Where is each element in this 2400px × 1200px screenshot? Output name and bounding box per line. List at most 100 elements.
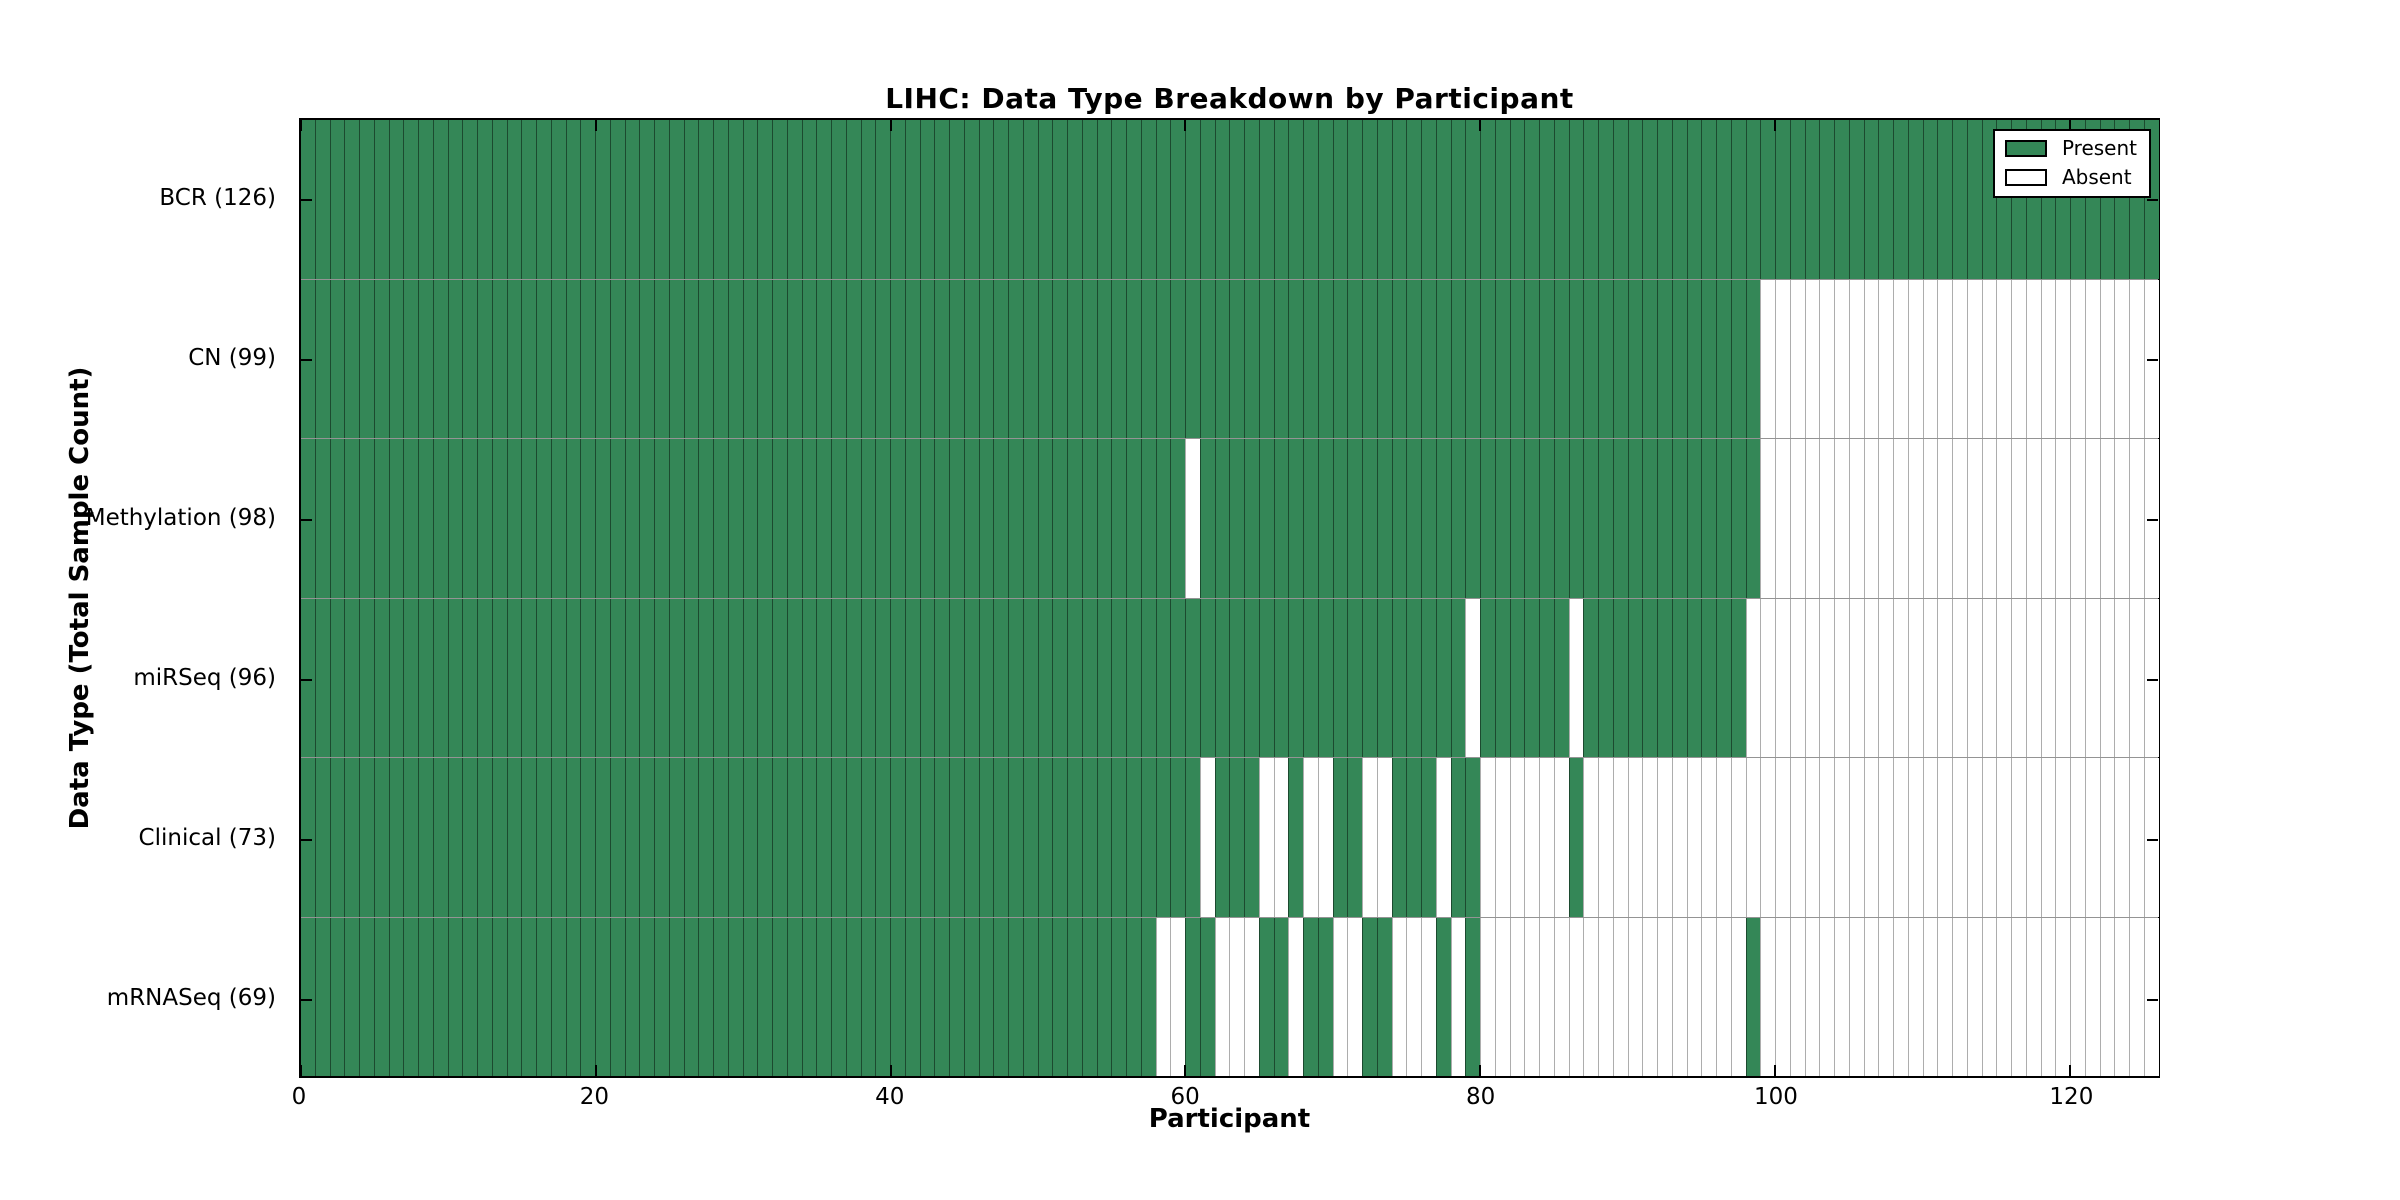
matrix-cell	[2129, 598, 2144, 757]
matrix-cell	[1848, 439, 1864, 598]
matrix-cell	[1509, 120, 1525, 279]
matrix-cell	[301, 598, 315, 757]
matrix-cell	[654, 598, 669, 757]
matrix-cell	[1775, 598, 1790, 757]
matrix-cell	[1863, 120, 1879, 279]
matrix-cell	[1671, 120, 1687, 279]
matrix-cell	[344, 279, 359, 438]
y-tick-mark	[301, 679, 312, 681]
matrix-cell	[1716, 598, 1731, 757]
matrix-cell	[1362, 120, 1377, 279]
matrix-cell	[1539, 598, 1554, 757]
matrix-cell	[919, 598, 935, 757]
matrix-cell	[2040, 917, 2056, 1076]
matrix-cell	[1465, 439, 1480, 598]
matrix-cell	[403, 758, 418, 917]
matrix-cell	[2143, 598, 2159, 757]
matrix-cell	[1730, 598, 1746, 757]
matrix-cell	[1524, 598, 1539, 757]
presence-matrix	[301, 120, 2159, 1076]
matrix-cell	[1037, 598, 1053, 757]
matrix-cell	[1568, 439, 1584, 598]
matrix-cell	[1760, 598, 1775, 757]
matrix-cell	[1391, 120, 1407, 279]
matrix-cell	[1907, 598, 1923, 757]
matrix-cell	[1509, 439, 1525, 598]
matrix-cell	[344, 598, 359, 757]
matrix-cell	[1347, 917, 1362, 1076]
matrix-cell	[1303, 439, 1318, 598]
matrix-cell	[904, 439, 920, 598]
matrix-cell	[2025, 439, 2041, 598]
matrix-cell	[1052, 758, 1067, 917]
matrix-cell	[1966, 758, 1982, 917]
matrix-cell	[1745, 279, 1761, 438]
matrix-cell	[1642, 120, 1657, 279]
matrix-cell	[2084, 917, 2100, 1076]
matrix-cell	[1303, 120, 1318, 279]
matrix-cell	[1863, 598, 1879, 757]
matrix-cell	[373, 279, 389, 438]
y-tick-mark	[301, 199, 312, 201]
data-row-BCR	[301, 120, 2159, 279]
matrix-cell	[890, 598, 905, 757]
matrix-cell	[565, 598, 581, 757]
row-label-CN: CN (99)	[188, 345, 276, 371]
matrix-cell	[1406, 598, 1421, 757]
matrix-cell	[1376, 120, 1392, 279]
matrix-cell	[1081, 917, 1097, 1076]
matrix-cell	[1745, 439, 1761, 598]
matrix-cell	[727, 120, 743, 279]
matrix-cell	[609, 279, 625, 438]
matrix-cell	[1155, 917, 1171, 1076]
matrix-cell	[1170, 598, 1185, 757]
matrix-cell	[860, 917, 876, 1076]
matrix-cell	[1789, 120, 1805, 279]
matrix-cell	[1893, 279, 1908, 438]
matrix-cell	[1524, 917, 1539, 1076]
matrix-cell	[1804, 917, 1820, 1076]
matrix-cell	[1819, 120, 1834, 279]
matrix-cell	[329, 598, 345, 757]
matrix-cell	[388, 758, 404, 917]
matrix-cell	[801, 598, 817, 757]
matrix-cell	[2084, 598, 2100, 757]
matrix-cell	[595, 279, 610, 438]
matrix-cell	[993, 439, 1008, 598]
matrix-cell	[1185, 758, 1200, 917]
matrix-cell	[801, 439, 817, 598]
matrix-cell	[329, 279, 345, 438]
y-tick-mark	[2147, 839, 2158, 841]
matrix-cell	[624, 279, 640, 438]
matrix-cell	[1480, 120, 1495, 279]
matrix-cell	[462, 758, 477, 917]
matrix-cell	[565, 439, 581, 598]
matrix-cell	[403, 598, 418, 757]
matrix-cell	[1539, 758, 1554, 917]
row-label-miRSeq: miRSeq (96)	[133, 665, 276, 691]
matrix-cell	[1863, 439, 1879, 598]
matrix-cell	[993, 917, 1008, 1076]
matrix-cell	[609, 917, 625, 1076]
matrix-cell	[860, 439, 876, 598]
matrix-cell	[1819, 598, 1834, 757]
matrix-cell	[1907, 917, 1923, 1076]
matrix-cell	[1878, 758, 1893, 917]
matrix-cell	[536, 917, 551, 1076]
matrix-cell	[1067, 120, 1082, 279]
legend-absent-swatch	[2004, 168, 2047, 186]
matrix-cell	[521, 917, 536, 1076]
matrix-cell	[1716, 439, 1731, 598]
matrix-cell	[1170, 917, 1185, 1076]
matrix-cell	[2055, 598, 2070, 757]
matrix-cell	[1450, 917, 1466, 1076]
matrix-cell	[816, 279, 831, 438]
matrix-cell	[1332, 758, 1348, 917]
matrix-cell	[1509, 917, 1525, 1076]
matrix-cell	[1435, 598, 1451, 757]
matrix-cell	[1081, 120, 1097, 279]
matrix-cell	[1568, 758, 1584, 917]
matrix-cell	[1391, 439, 1407, 598]
matrix-cell	[1229, 917, 1244, 1076]
matrix-cell	[1627, 598, 1643, 757]
